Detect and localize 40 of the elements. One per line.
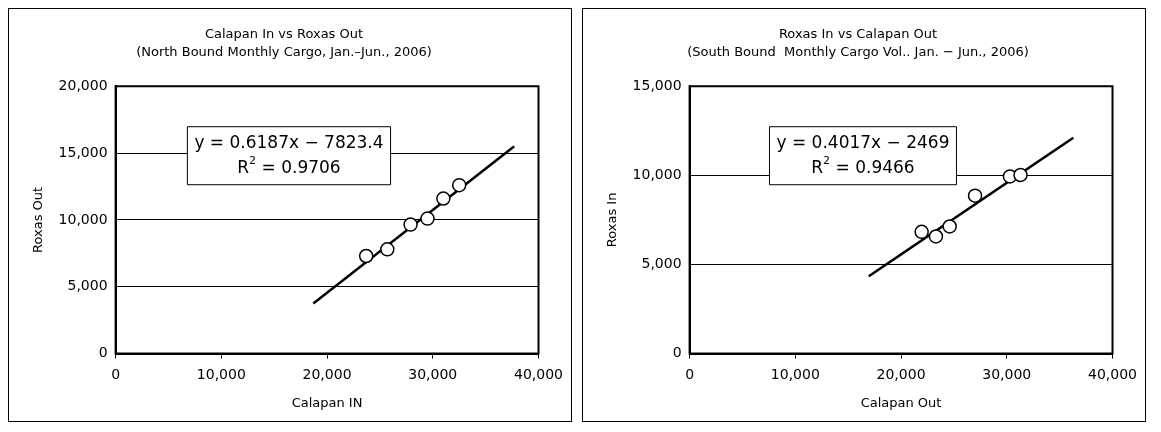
y-tick-label: 10,000 [632,165,682,182]
x-tick-label: 10,000 [196,365,246,382]
point [420,211,435,226]
x-axis-title: Calapan IN [291,394,363,410]
x-tick-label: 20,000 [876,365,926,382]
point [380,242,395,257]
y-tick-label: 0 [98,344,108,361]
point [914,224,929,240]
point [451,177,467,193]
y-axis-title: Roxas In [604,192,620,248]
x-tick-label: 30,000 [982,365,1032,382]
x-tick-label: 20,000 [302,365,352,382]
y-tick-label: 15,000 [58,143,108,160]
y-tick-label: 0 [672,344,682,361]
chart-title: Calapan In vs Roxas Out [204,26,364,42]
y-tick-label: 20,000 [58,76,108,93]
x-tick-label: 40,000 [1088,365,1138,382]
annotation: y = 0.4017x − 2469 [776,131,950,152]
y-tick-label: 5,000 [67,277,108,294]
point [436,191,451,206]
chart-subtitle: (North Bound Monthly Cargo, Jan.–Jun., 2006) [136,43,432,59]
y-tick-label: 5,000 [641,255,682,272]
chart-subtitle: (South Bound Monthly Cargo Vol.. Jan. − Jun., 2006) [687,43,1029,59]
point [928,229,944,244]
x-tick-label: 0 [111,365,121,382]
point [942,219,957,234]
x-tick-label: 30,000 [408,365,458,382]
point [358,248,374,264]
x-tick-label: 0 [685,365,695,382]
point [967,188,983,203]
x-axis-title: Calapan Out [860,394,942,410]
y-tick-label: 15,000 [632,76,682,93]
x-tick-label: 40,000 [514,365,564,382]
y-axis-title: Roxas Out [30,186,46,253]
x-tick-label: 10,000 [770,365,820,382]
y-tick-label: 10,000 [58,210,108,227]
point [403,217,418,232]
point [1013,167,1028,183]
chart-title: Roxas In vs Calapan Out [778,26,938,42]
annotation: y = 0.6187x − 7823.4 [194,131,384,152]
